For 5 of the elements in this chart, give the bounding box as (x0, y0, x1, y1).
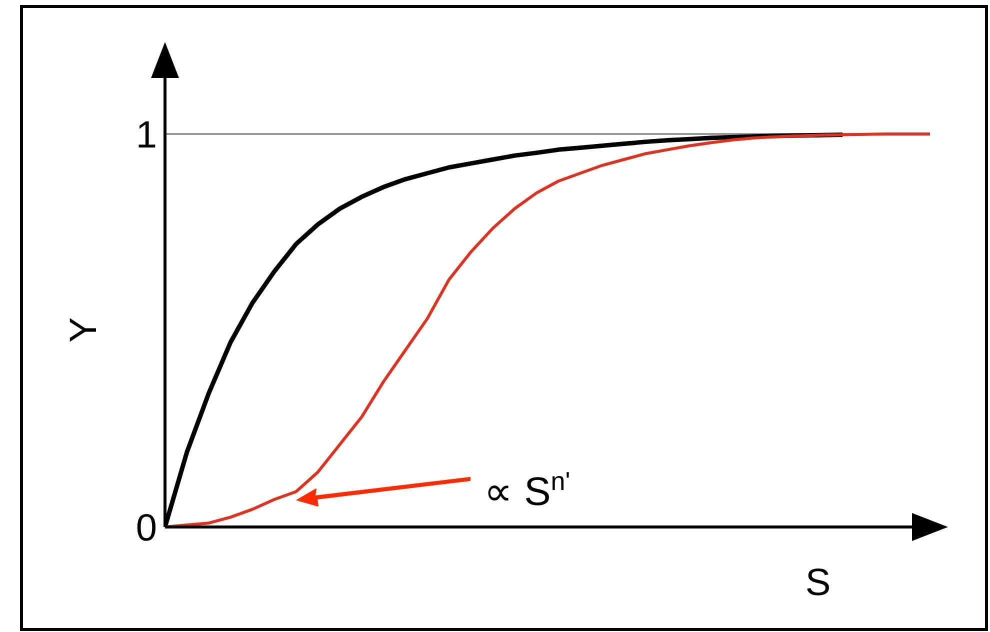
x-axis-title: S (805, 562, 831, 604)
y-axis-title: Y (63, 317, 105, 343)
y-tick-label: 0 (136, 507, 157, 550)
annotation: ∝ S$^{n'}$ (484, 466, 570, 514)
y-tick-label: 1 (136, 114, 157, 156)
